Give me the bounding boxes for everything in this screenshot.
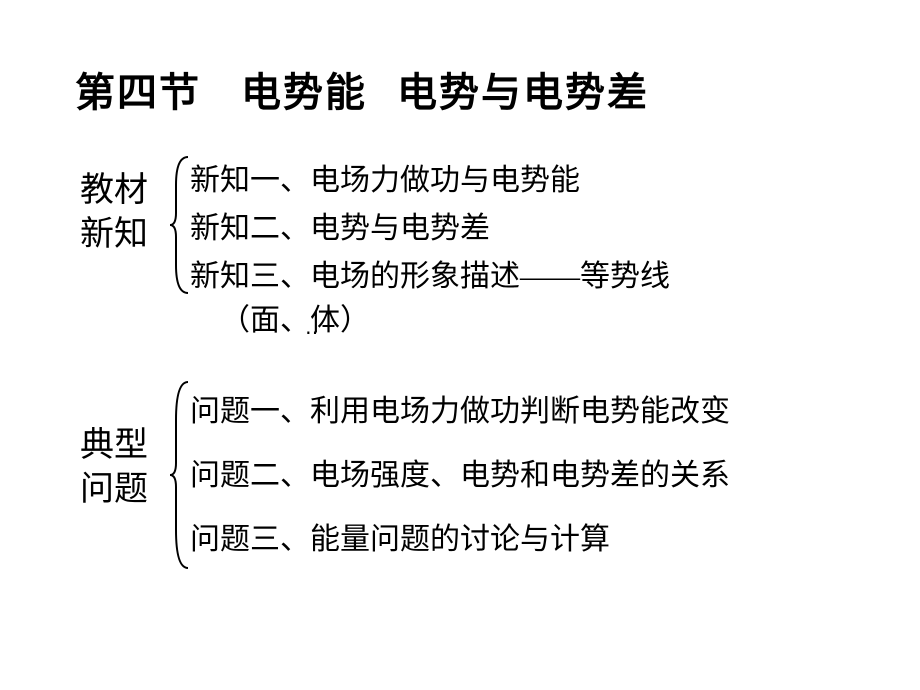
list-item: 新知二、电势与电势差 — [190, 205, 670, 253]
list-item-continuation: （面、体） — [220, 297, 670, 345]
list-item: 新知三、电场的形象描述——等势线 — [190, 253, 670, 301]
label-line2: 问题 — [80, 468, 160, 512]
title-part-c: 电势与电势差 — [397, 70, 649, 115]
brace-icon — [170, 380, 192, 570]
item-list: 新知一、电场力做功与电势能 新知二、电势与电势差 新知三、电场的形象描述——等势… — [190, 157, 670, 345]
title-part-b: 电势能 — [241, 70, 367, 115]
label-line2: 新知 — [80, 213, 160, 257]
title-part-a: 第四节 — [75, 70, 201, 115]
list-item: 问题一、利用电场力做功判断电势能改变 — [190, 380, 730, 444]
page-title: 第四节电势能电势与电势差 — [75, 60, 649, 118]
list-item: 新知一、电场力做功与电势能 — [190, 157, 670, 205]
label-line1: 典型 — [80, 424, 160, 468]
section-label: 教材 新知 — [80, 169, 160, 257]
item-list: 问题一、利用电场力做功判断电势能改变 问题二、电场强度、电势和电势差的关系 问题… — [190, 380, 730, 572]
list-item: 问题三、能量问题的讨论与计算 — [190, 508, 730, 572]
label-line1: 教材 — [80, 169, 160, 213]
list-item: 问题二、电场强度、电势和电势差的关系 — [190, 444, 730, 508]
brace-icon — [170, 155, 192, 295]
section-label: 典型 问题 — [80, 424, 160, 512]
dot-mark: ‥ — [305, 315, 318, 340]
